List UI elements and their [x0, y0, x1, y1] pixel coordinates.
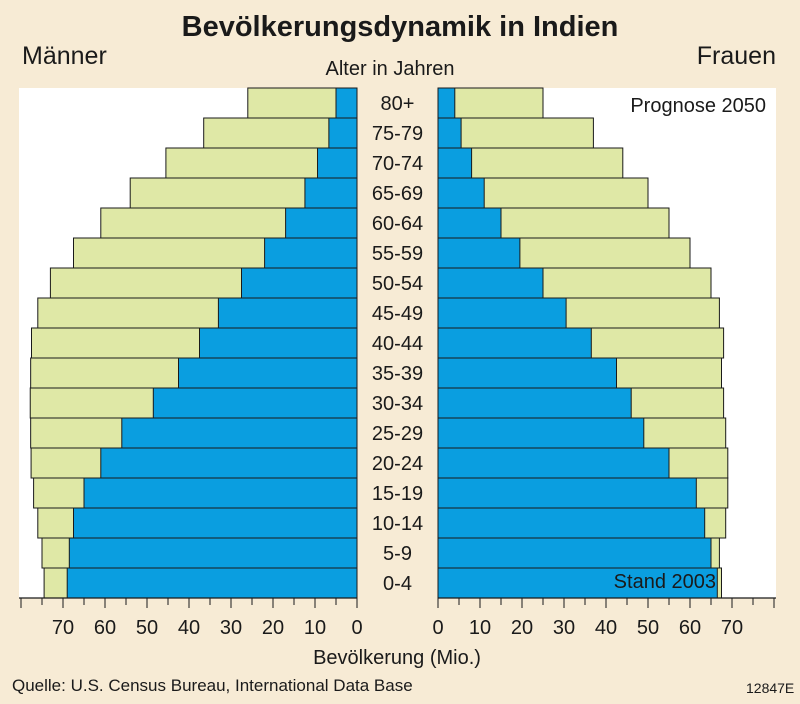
- bar-women-2003-80plus: [437, 87, 456, 119]
- bar-men-2003-55-59: [264, 237, 358, 269]
- x-tick-label-men: 10: [304, 617, 326, 639]
- graphic-code: 12847E: [746, 680, 795, 696]
- bar-women-2003-65-69: [437, 177, 485, 209]
- x-tick-label-men: 0: [351, 617, 362, 639]
- bar-women-2003-45-49: [437, 297, 567, 329]
- bar-women-2003-5-9: [437, 537, 712, 569]
- age-group-label: 30-34: [372, 393, 423, 415]
- bar-men-2003-5-9: [68, 537, 358, 569]
- x-tick-label-women: 60: [679, 617, 701, 639]
- x-tick-label-women: 20: [511, 617, 533, 639]
- age-group-label: 55-59: [372, 243, 423, 265]
- x-tick-label-men: 50: [136, 617, 158, 639]
- bar-men-2003-0-4: [66, 567, 358, 599]
- bar-women-2003-50-54: [437, 267, 544, 299]
- bar-women-2003-25-29: [437, 417, 645, 449]
- annotation-stand-2003: Stand 2003: [614, 571, 716, 593]
- bar-men-2003-20-24: [100, 447, 358, 479]
- chart-title: Bevölkerungsdynamik in Indien: [181, 11, 619, 43]
- bar-men-2003-45-49: [217, 297, 358, 329]
- x-tick-label-women: 40: [595, 617, 617, 639]
- bar-women-2003-40-44: [437, 327, 592, 359]
- bar-women-2003-55-59: [437, 237, 521, 269]
- age-group-label: 60-64: [372, 213, 423, 235]
- x-tick-label-men: 40: [178, 617, 200, 639]
- bar-men-2003-10-14: [73, 507, 358, 539]
- x-tick-label-women: 30: [553, 617, 575, 639]
- x-tick-label-men: 20: [262, 617, 284, 639]
- bar-men-2003-25-29: [121, 417, 358, 449]
- age-group-label: 45-49: [372, 303, 423, 325]
- x-tick-label-women: 50: [637, 617, 659, 639]
- age-group-label: 35-39: [372, 363, 423, 385]
- age-group-label: 0-4: [383, 573, 412, 595]
- women-label: Frauen: [696, 42, 776, 70]
- age-group-label: 15-19: [372, 483, 423, 505]
- bar-men-2003-60-64: [285, 207, 358, 239]
- source-note: Quelle: U.S. Census Bureau, Internationa…: [12, 676, 413, 695]
- bar-women-2003-75-79: [437, 117, 462, 149]
- bar-men-2003-30-34: [152, 387, 358, 419]
- x-axis-title: Bevölkerung (Mio.): [313, 647, 481, 669]
- age-group-label: 25-29: [372, 423, 423, 445]
- men-label: Männer: [22, 42, 107, 70]
- bar-men-2003-80plus: [335, 87, 358, 119]
- bar-women-2003-15-19: [437, 477, 697, 509]
- age-group-label: 20-24: [372, 453, 423, 475]
- age-axis-label: Alter in Jahren: [325, 58, 455, 80]
- bar-women-2003-10-14: [437, 507, 706, 539]
- bar-men-2003-35-39: [178, 357, 358, 389]
- bar-women-2003-70-74: [437, 147, 473, 179]
- age-group-label: 5-9: [383, 543, 412, 565]
- bar-women-2050-75-79: [437, 117, 594, 149]
- x-tick-label-men: 60: [94, 617, 116, 639]
- age-group-label: 80+: [381, 93, 415, 115]
- bar-women-2003-20-24: [437, 447, 670, 479]
- x-tick-label-men: 70: [52, 617, 74, 639]
- bar-women-2050-80plus: [437, 87, 544, 119]
- bar-women-2003-60-64: [437, 207, 502, 239]
- bar-men-2003-75-79: [328, 117, 358, 149]
- age-group-label: 50-54: [372, 273, 423, 295]
- bar-men-2003-40-44: [199, 327, 358, 359]
- age-group-label: 40-44: [372, 333, 423, 355]
- bar-men-2003-50-54: [241, 267, 358, 299]
- bar-men-2003-70-74: [317, 147, 358, 179]
- x-tick-label-women: 70: [721, 617, 743, 639]
- age-group-label: 75-79: [372, 123, 423, 145]
- age-group-label: 10-14: [372, 513, 423, 535]
- bar-women-2003-30-34: [437, 387, 632, 419]
- x-tick-label-women: 0: [432, 617, 443, 639]
- bar-men-2003-65-69: [304, 177, 358, 209]
- age-group-label: 70-74: [372, 153, 423, 175]
- bar-women-2003-35-39: [437, 357, 617, 389]
- bar-men-2003-15-19: [83, 477, 358, 509]
- annotation-prognose-2050: Prognose 2050: [630, 95, 766, 117]
- x-tick-label-men: 30: [220, 617, 242, 639]
- age-group-label: 65-69: [372, 183, 423, 205]
- x-tick-label-women: 10: [469, 617, 491, 639]
